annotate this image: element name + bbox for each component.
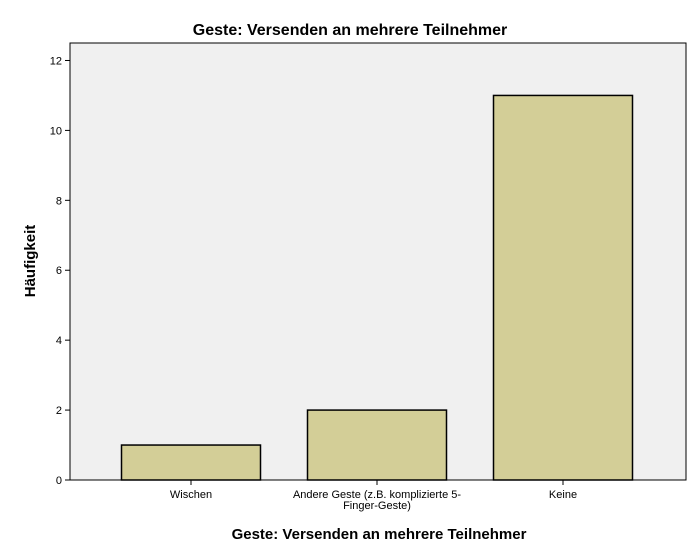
x-axis-tick-labels: Wischen Andere Geste (z.B. komplizierte 5…: [170, 480, 577, 512]
chart-title: Geste: Versenden an mehrere Teilnehmer: [193, 22, 508, 39]
x-category-label: Andere Geste (z.B. komplizierte 5-: [293, 489, 461, 501]
x-category-label: Keine: [549, 489, 577, 501]
y-axis-ticks: 0 2 4 6 8 10 12: [50, 55, 70, 487]
x-axis-title: Geste: Versenden an mehrere Teilnehmer: [232, 526, 527, 543]
y-tick-label: 0: [56, 475, 62, 487]
y-tick-label: 2: [56, 405, 62, 417]
x-category-label: Finger-Geste): [343, 500, 411, 512]
bars-layer: [120, 94, 634, 481]
y-tick-label: 8: [56, 195, 62, 207]
y-tick-label: 12: [50, 55, 62, 67]
bar: [492, 94, 634, 481]
bar: [120, 444, 262, 481]
y-axis-title: Häufigkeit: [22, 225, 39, 298]
x-category-label: Wischen: [170, 489, 212, 501]
y-tick-label: 10: [50, 125, 62, 137]
y-tick-label: 6: [56, 265, 62, 277]
bar: [306, 409, 448, 481]
y-tick-label: 4: [56, 335, 62, 347]
